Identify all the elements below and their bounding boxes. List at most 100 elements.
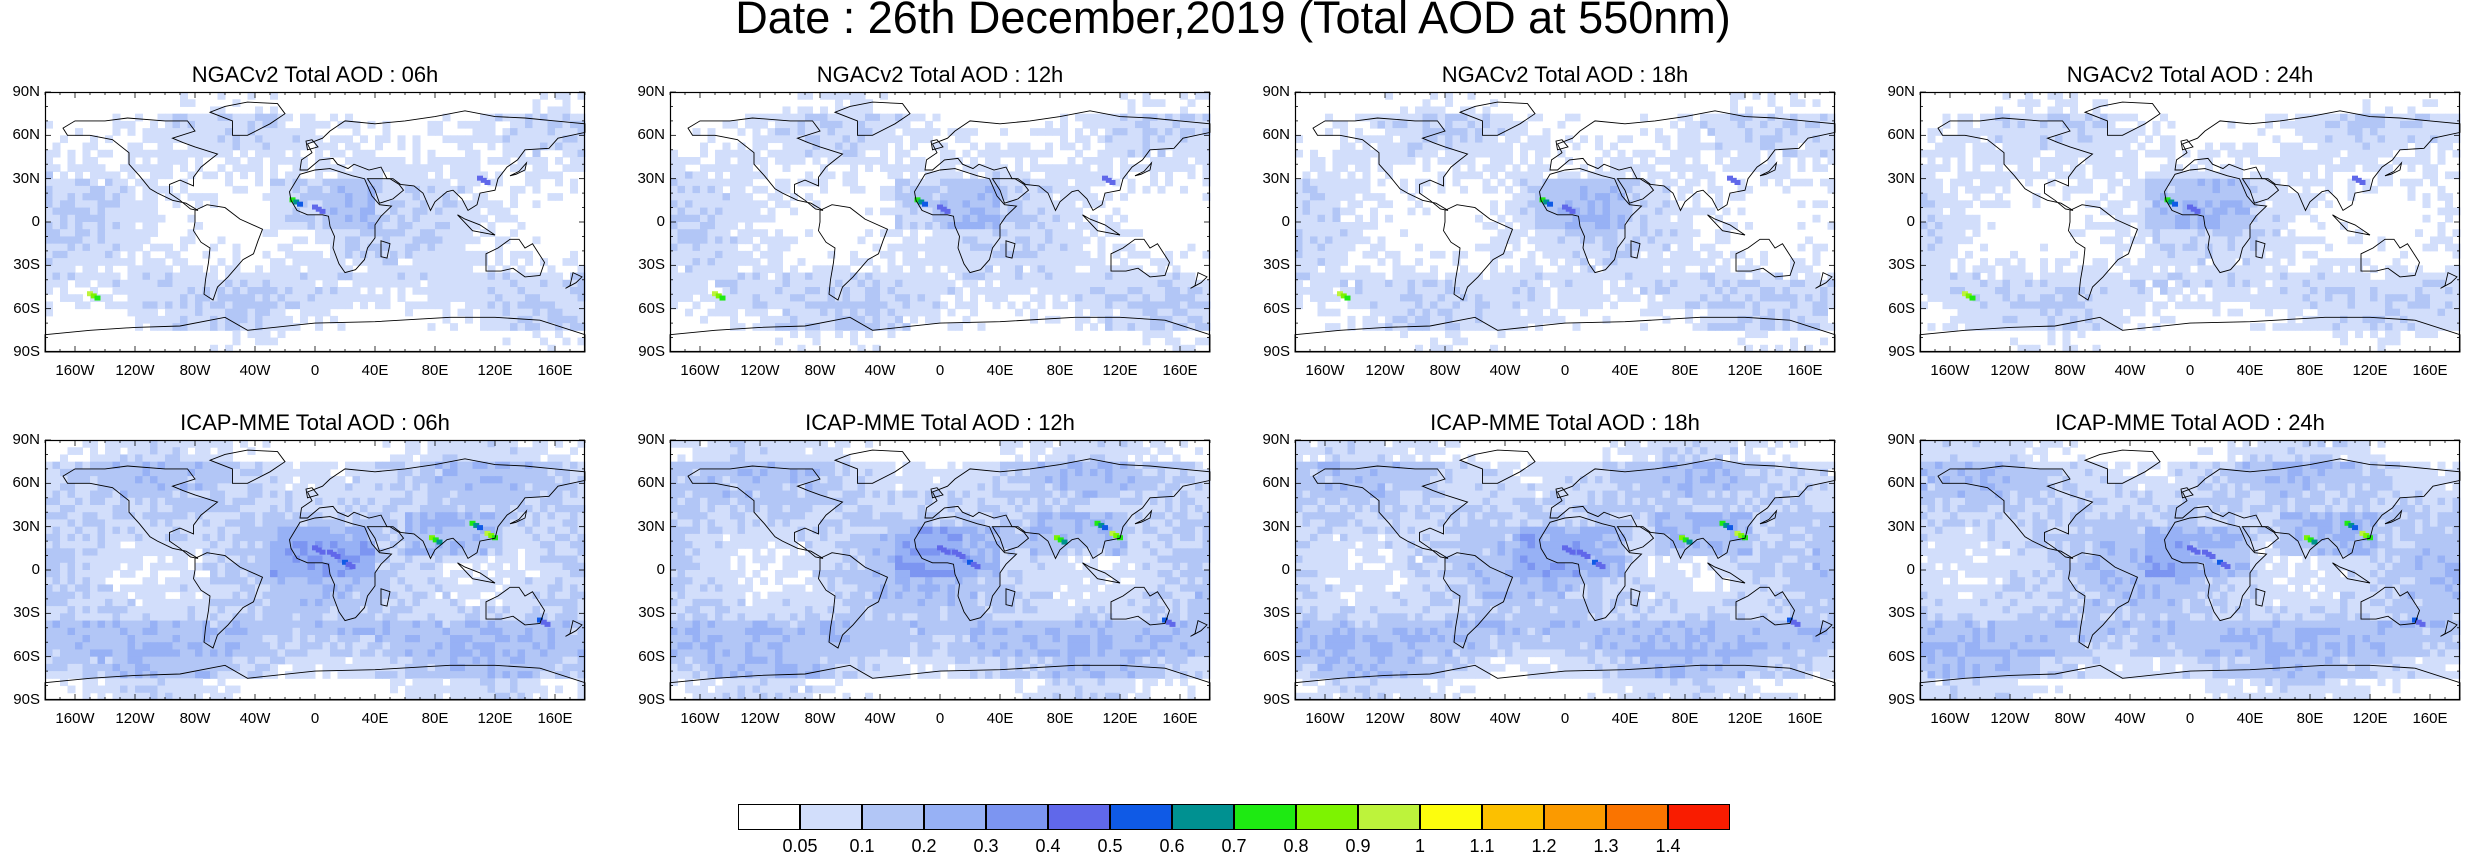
lon-tick-label: 120W: [1980, 362, 2040, 379]
lon-tick-label: 40W: [2100, 362, 2160, 379]
lon-tick-label: 40W: [2100, 710, 2160, 727]
lat-tick-label: 60S: [1250, 648, 1290, 665]
lat-tick-label: 60S: [0, 300, 40, 317]
lon-tick-label: 160E: [1775, 362, 1835, 379]
lat-tick-label: 90N: [1875, 431, 1915, 448]
aod-map: [45, 92, 585, 352]
lat-tick-label: 60N: [0, 474, 40, 491]
lat-tick-label: 30N: [625, 170, 665, 187]
colorbar-label: 1.3: [1576, 836, 1636, 857]
lon-tick-label: 120E: [2340, 710, 2400, 727]
lat-tick-label: 30N: [1250, 518, 1290, 535]
lon-tick-label: 120W: [730, 362, 790, 379]
lon-tick-label: 40W: [850, 362, 910, 379]
lon-tick-label: 160W: [1295, 362, 1355, 379]
aod-field: [1920, 440, 2461, 701]
lat-tick-label: 90S: [625, 691, 665, 708]
lat-tick-label: 60S: [1875, 648, 1915, 665]
lat-tick-label: 30N: [625, 518, 665, 535]
colorbar-label: 0.4: [1018, 836, 1078, 857]
lat-tick-label: 0: [1250, 213, 1290, 230]
colorbar-swatch: [1544, 804, 1606, 830]
lon-tick-label: 120E: [465, 362, 525, 379]
lat-tick-label: 90S: [625, 343, 665, 360]
lat-tick-label: 30S: [1875, 256, 1915, 273]
lat-tick-label: 90N: [1250, 83, 1290, 100]
lon-tick-label: 40E: [1595, 710, 1655, 727]
lat-tick-label: 90S: [1250, 343, 1290, 360]
lon-tick-label: 120E: [1090, 710, 1150, 727]
colorbar-swatch: [1668, 804, 1730, 830]
lat-tick-label: 90S: [1875, 691, 1915, 708]
aod-field: [45, 92, 586, 353]
aod-map: [45, 440, 585, 700]
colorbar-label: 0.7: [1204, 836, 1264, 857]
colorbar-label: 0.8: [1266, 836, 1326, 857]
colorbar-swatch: [1358, 804, 1420, 830]
lon-tick-label: 160E: [1150, 710, 1210, 727]
lon-tick-label: 40W: [225, 362, 285, 379]
lon-tick-label: 120E: [2340, 362, 2400, 379]
lon-tick-label: 160E: [525, 362, 585, 379]
colorbar-swatch: [800, 804, 862, 830]
lon-tick-label: 40E: [2220, 362, 2280, 379]
lon-tick-label: 40E: [970, 362, 1030, 379]
lon-tick-label: 40W: [1475, 362, 1535, 379]
lon-tick-label: 160E: [1775, 710, 1835, 727]
lon-tick-label: 160E: [1150, 362, 1210, 379]
lon-tick-label: 120E: [1715, 710, 1775, 727]
lat-tick-label: 60S: [625, 300, 665, 317]
lat-tick-label: 60S: [1250, 300, 1290, 317]
lon-tick-label: 160W: [1920, 362, 1980, 379]
lon-tick-label: 120E: [465, 710, 525, 727]
lon-tick-label: 0: [2160, 710, 2220, 727]
lon-tick-label: 160W: [45, 362, 105, 379]
lon-tick-label: 120W: [730, 710, 790, 727]
lat-tick-label: 30N: [0, 518, 40, 535]
lon-tick-label: 80E: [405, 710, 465, 727]
lon-tick-label: 40E: [1595, 362, 1655, 379]
lat-tick-label: 90N: [0, 431, 40, 448]
aod-map: [1295, 440, 1835, 700]
lat-tick-label: 0: [625, 213, 665, 230]
lon-tick-label: 0: [1535, 362, 1595, 379]
aod-map: [1295, 92, 1835, 352]
colorbar-swatch: [924, 804, 986, 830]
lon-tick-label: 160E: [2400, 710, 2460, 727]
panel-title: ICAP-MME Total AOD : 06h: [45, 410, 585, 436]
lon-tick-label: 0: [910, 362, 970, 379]
lat-tick-label: 0: [0, 561, 40, 578]
colorbar-label: 1.4: [1638, 836, 1698, 857]
lon-tick-label: 40E: [970, 710, 1030, 727]
lon-tick-label: 80W: [1415, 710, 1475, 727]
lat-tick-label: 60S: [0, 648, 40, 665]
lon-tick-label: 40W: [225, 710, 285, 727]
lat-tick-label: 90N: [625, 431, 665, 448]
lon-tick-label: 120E: [1090, 362, 1150, 379]
lon-tick-label: 120W: [1355, 710, 1415, 727]
colorbar-swatch: [1172, 804, 1234, 830]
lon-tick-label: 160E: [525, 710, 585, 727]
lat-tick-label: 60N: [1875, 474, 1915, 491]
lon-tick-label: 40W: [850, 710, 910, 727]
lat-tick-label: 90S: [0, 343, 40, 360]
colorbar-swatch: [1606, 804, 1668, 830]
aod-field: [670, 92, 1211, 353]
panel-title: ICAP-MME Total AOD : 18h: [1295, 410, 1835, 436]
lat-tick-label: 60N: [625, 474, 665, 491]
panel-title: NGACv2 Total AOD : 18h: [1295, 62, 1835, 88]
lon-tick-label: 120E: [1715, 362, 1775, 379]
lat-tick-label: 90N: [1250, 431, 1290, 448]
lon-tick-label: 0: [1535, 710, 1595, 727]
lat-tick-label: 30S: [1250, 604, 1290, 621]
lat-tick-label: 30N: [1875, 518, 1915, 535]
lat-tick-label: 90N: [0, 83, 40, 100]
lon-tick-label: 80E: [2280, 362, 2340, 379]
lat-tick-label: 60N: [1250, 474, 1290, 491]
lon-tick-label: 80E: [1655, 362, 1715, 379]
lon-tick-label: 160W: [1295, 710, 1355, 727]
